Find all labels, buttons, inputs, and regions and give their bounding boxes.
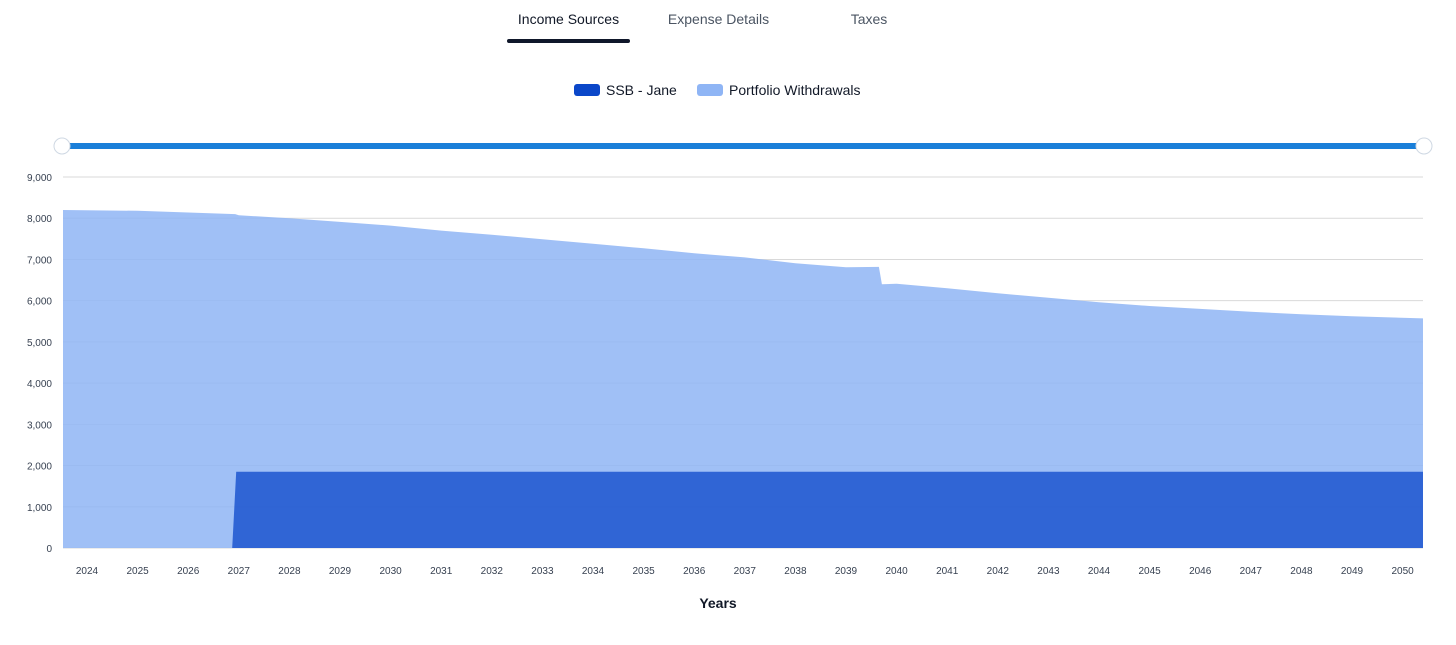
y-tick-label: 3,000 bbox=[27, 420, 52, 431]
legend-item-ssb-jane[interactable]: SSB - Jane bbox=[574, 82, 677, 98]
legend-label-ssb-jane: SSB - Jane bbox=[606, 82, 677, 98]
chart-areas bbox=[63, 210, 1423, 548]
x-tick-label: 2047 bbox=[1240, 566, 1263, 577]
y-tick-label: 6,000 bbox=[27, 297, 52, 308]
y-tick-label: 4,000 bbox=[27, 379, 52, 390]
tab-expense-details[interactable]: Expense Details bbox=[667, 11, 770, 27]
legend-swatch-portfolio-withdrawals bbox=[697, 84, 723, 96]
x-tick-label: 2050 bbox=[1391, 566, 1414, 577]
x-tick-label: 2030 bbox=[379, 566, 402, 577]
y-tick-label: 8,000 bbox=[27, 214, 52, 225]
x-tick-label: 2041 bbox=[936, 566, 959, 577]
range-slider-start-handle[interactable] bbox=[53, 137, 71, 155]
y-tick-label: 9,000 bbox=[27, 173, 52, 184]
area-ssb-jane bbox=[63, 471, 1423, 548]
x-tick-label: 2032 bbox=[481, 566, 504, 577]
x-tick-label: 2024 bbox=[76, 566, 99, 577]
y-tick-label: 5,000 bbox=[27, 338, 52, 349]
area-portfolio-withdrawals bbox=[63, 210, 1423, 548]
x-tick-label: 2046 bbox=[1189, 566, 1212, 577]
x-tick-label: 2037 bbox=[734, 566, 757, 577]
y-tick-label: 0 bbox=[46, 544, 52, 555]
x-tick-label: 2033 bbox=[531, 566, 554, 577]
x-tick-label: 2048 bbox=[1290, 566, 1313, 577]
y-axis-ticks: 0 1,000 2,000 3,000 4,000 5,000 6,000 7,000 8,00… bbox=[27, 173, 52, 555]
x-tick-label: 2043 bbox=[1037, 566, 1060, 577]
range-slider[interactable] bbox=[53, 137, 1433, 155]
range-slider-end-handle[interactable] bbox=[1415, 137, 1433, 155]
x-tick-label: 2031 bbox=[430, 566, 453, 577]
x-tick-label: 2034 bbox=[582, 566, 605, 577]
x-tick-label: 2038 bbox=[784, 566, 807, 577]
x-tick-label: 2045 bbox=[1138, 566, 1161, 577]
x-tick-label: 2035 bbox=[632, 566, 655, 577]
y-tick-label: 2,000 bbox=[27, 462, 52, 473]
x-tick-label: 2027 bbox=[228, 566, 251, 577]
x-tick-label: 2036 bbox=[683, 566, 706, 577]
y-tick-label: 7,000 bbox=[27, 255, 52, 266]
y-tick-label: 1,000 bbox=[27, 503, 52, 514]
legend-label-portfolio-withdrawals: Portfolio Withdrawals bbox=[729, 82, 861, 98]
legend-item-portfolio-withdrawals[interactable]: Portfolio Withdrawals bbox=[697, 82, 861, 98]
x-tick-label: 2026 bbox=[177, 566, 200, 577]
x-tick-label: 2029 bbox=[329, 566, 352, 577]
x-tick-label: 2042 bbox=[987, 566, 1010, 577]
x-tick-label: 2039 bbox=[835, 566, 858, 577]
x-tick-label: 2040 bbox=[885, 566, 908, 577]
tab-taxes[interactable]: Taxes bbox=[850, 11, 888, 27]
chart-legend: SSB - Jane Portfolio Withdrawals bbox=[0, 82, 1456, 102]
tab-bar: Income Sources Expense Details Taxes bbox=[0, 0, 1456, 44]
x-tick-label: 2025 bbox=[126, 566, 149, 577]
x-axis-title: Years bbox=[699, 595, 737, 611]
x-tick-label: 2049 bbox=[1341, 566, 1364, 577]
x-tick-label: 2044 bbox=[1088, 566, 1111, 577]
x-tick-label: 2028 bbox=[278, 566, 301, 577]
active-tab-indicator bbox=[507, 39, 630, 43]
tab-income-sources[interactable]: Income Sources bbox=[517, 11, 620, 27]
x-axis-ticks: 2024 2025 2026 2027 2028 2029 2030 2031 2032 2033… bbox=[76, 566, 1414, 577]
legend-swatch-ssb-jane bbox=[574, 84, 600, 96]
